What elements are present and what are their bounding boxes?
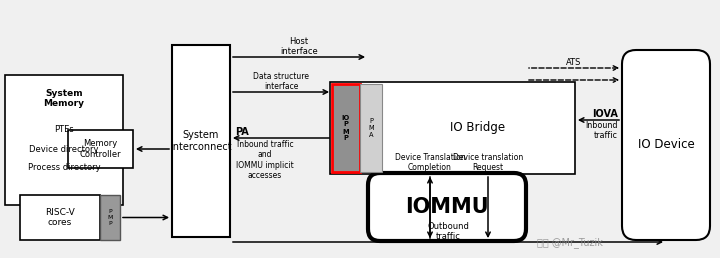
Text: Memory
Controller: Memory Controller bbox=[80, 139, 121, 159]
Bar bbox=[172, 45, 230, 237]
Text: Inbound traffic
and
IOMMU implicit
accesses: Inbound traffic and IOMMU implicit acces… bbox=[236, 140, 294, 180]
Text: IOMMU: IOMMU bbox=[405, 197, 489, 217]
Bar bbox=[360, 84, 382, 172]
Text: Device Translation
Completion: Device Translation Completion bbox=[395, 152, 465, 172]
Bar bbox=[5, 75, 123, 205]
Text: 知乎 @Mr_Tuzik: 知乎 @Mr_Tuzik bbox=[537, 237, 603, 248]
Text: ATS: ATS bbox=[567, 58, 582, 67]
Text: PTEs: PTEs bbox=[54, 125, 74, 134]
Bar bbox=[68, 130, 133, 168]
Text: IO Device: IO Device bbox=[638, 139, 694, 151]
Text: Device translation
Request: Device translation Request bbox=[453, 152, 523, 172]
Text: RISC-V
cores: RISC-V cores bbox=[45, 208, 75, 227]
Text: Inbound
traffic: Inbound traffic bbox=[585, 121, 618, 140]
FancyBboxPatch shape bbox=[622, 50, 710, 240]
Text: System
Memory: System Memory bbox=[43, 89, 84, 108]
Text: Outbound
traffic: Outbound traffic bbox=[427, 222, 469, 241]
Text: IO
P
M
P: IO P M P bbox=[342, 115, 350, 141]
FancyBboxPatch shape bbox=[368, 173, 526, 241]
Text: Host
interface: Host interface bbox=[280, 37, 318, 56]
Text: P
M
P: P M P bbox=[107, 209, 113, 226]
Bar bbox=[332, 84, 360, 172]
Text: Data structure
interface: Data structure interface bbox=[253, 72, 309, 91]
Bar bbox=[20, 195, 100, 240]
Text: IOVA: IOVA bbox=[592, 109, 618, 119]
Text: Device directory: Device directory bbox=[30, 145, 99, 154]
Bar bbox=[330, 82, 575, 174]
Text: P
M
A: P M A bbox=[368, 118, 374, 138]
Text: IO Bridge: IO Bridge bbox=[450, 122, 505, 134]
Text: System
interconnect: System interconnect bbox=[170, 130, 232, 152]
Bar bbox=[100, 195, 120, 240]
Text: PA: PA bbox=[235, 127, 248, 137]
Text: Process directory: Process directory bbox=[27, 163, 100, 172]
